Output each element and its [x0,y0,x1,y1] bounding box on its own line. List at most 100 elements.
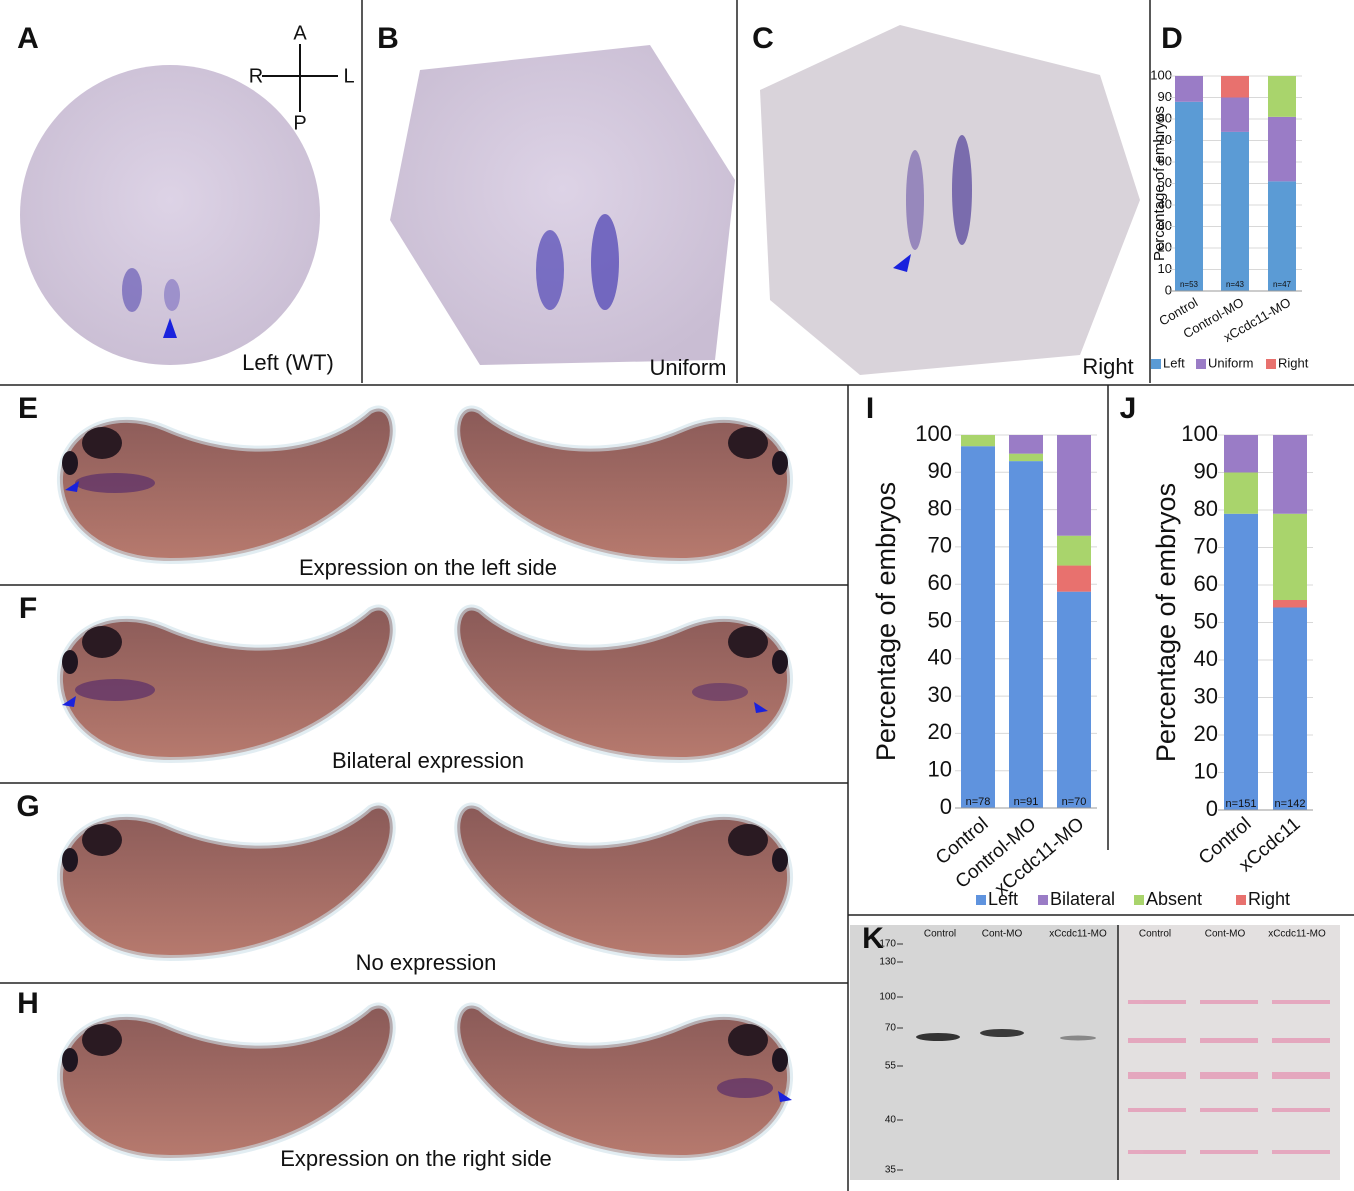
expression-stain [591,214,619,310]
marker-label: 35 [885,1165,897,1176]
bar-segment [1224,472,1258,514]
legend-swatch [1236,895,1246,905]
bar-segment [1009,461,1043,808]
bar-segment [1268,76,1296,117]
expression-stain [122,268,142,312]
y-tick-label: 50 [1194,608,1218,633]
ponceau-stain [1118,925,1340,1180]
bar-segment [1057,435,1091,536]
blot-bands [916,1000,1330,1154]
bar-segment [1268,181,1296,291]
lane-label: Cont-MO [982,929,1023,940]
y-tick-label: 60 [1158,153,1172,168]
n-label: n=91 [1014,796,1039,808]
panel-letter: E [18,392,38,425]
embryo-image [20,65,320,365]
n-label: n=43 [1226,280,1245,289]
bar-segment [1009,453,1043,462]
bar-segment [961,446,995,808]
lane-label: Control [1139,929,1171,940]
panel-caption: No expression [356,950,497,975]
panel-caption: Left (WT) [242,350,334,375]
marker-label: 130 [879,957,896,968]
y-tick-label: 90 [1158,89,1172,104]
y-tick-label: 50 [928,607,952,632]
panel-letter: F [19,592,37,625]
bar-segment [1273,600,1307,608]
y-tick-label: 0 [1165,282,1172,297]
y-tick-label: 90 [928,458,952,483]
bar-segment [1221,131,1249,291]
bar-segment [1057,591,1091,808]
expression-stain [164,279,180,311]
legend-swatch [1266,359,1276,369]
legend-label: Bilateral [1050,889,1115,909]
y-tick-label: 60 [928,570,952,595]
panel-letter: G [16,790,39,823]
y-tick-label: 10 [1194,758,1218,783]
panel-letter: J [1120,392,1137,425]
y-tick-label: 70 [1158,132,1172,147]
n-label: n=53 [1180,280,1199,289]
y-tick-label: 20 [928,719,952,744]
y-tick-label: 80 [1158,110,1172,125]
western-blot [850,925,1118,1180]
panel-letter: D [1161,22,1183,55]
embryo-image [390,45,735,365]
panel-letter: C [752,22,774,55]
tadpole-images [60,409,792,1158]
marker-label: 100 [879,992,896,1003]
panel-letter: I [866,392,874,425]
panel-letter: B [377,22,399,55]
embryo-image [760,25,1140,375]
expression-stain [536,230,564,310]
bar-segment [1057,565,1091,592]
y-tick-label: 40 [1194,646,1218,671]
y-tick-label: 30 [1194,683,1218,708]
legend-label: Uniform [1208,355,1254,370]
expression-stain [906,150,924,250]
y-axis-label: Percentage of embryos [1151,106,1168,261]
legend-swatch [1038,895,1048,905]
orientation-axes [262,44,338,112]
y-tick-label: 30 [928,682,952,707]
y-tick-label: 10 [1158,261,1172,276]
lane-label: Cont-MO [1205,929,1246,940]
y-tick-label: 100 [1150,67,1172,82]
n-label: n=151 [1226,798,1257,810]
n-label: n=142 [1275,798,1306,810]
y-axis-label: Percentage of embryos [1151,483,1181,762]
y-tick-label: 0 [1206,796,1218,821]
legend-label: Left [1163,355,1185,370]
y-tick-label: 80 [1194,496,1218,521]
bar-segment [1175,76,1203,102]
legend-swatch [1134,895,1144,905]
bar-segment [1009,435,1043,454]
bar-segment [1268,116,1296,182]
bar-segment [961,435,995,447]
bar-segment [1224,513,1258,810]
legend-swatch [976,895,986,905]
legend-swatch [1151,359,1161,369]
y-tick-label: 90 [1194,458,1218,483]
y-tick-label: 70 [1194,533,1218,558]
bar-segment [1057,535,1091,566]
panel-caption: Expression on the right side [280,1146,552,1171]
panel-letter: A [17,22,39,55]
expression-stain [952,135,972,245]
bar-segment [1221,97,1249,132]
marker-label: 70 [885,1023,897,1034]
y-tick-label: 40 [1158,196,1172,211]
legend-label: Left [988,889,1018,909]
y-tick-label: 20 [1158,239,1172,254]
y-tick-label: 0 [940,794,952,819]
lane-label: xCcdc11-MO [1268,929,1326,940]
axis-label: L [343,65,354,87]
y-tick-label: 50 [1158,175,1172,190]
legend-label: Right [1248,889,1290,909]
panel-caption: Uniform [649,355,726,380]
y-tick-label: 60 [1194,571,1218,596]
panel-letter: K [862,922,884,955]
